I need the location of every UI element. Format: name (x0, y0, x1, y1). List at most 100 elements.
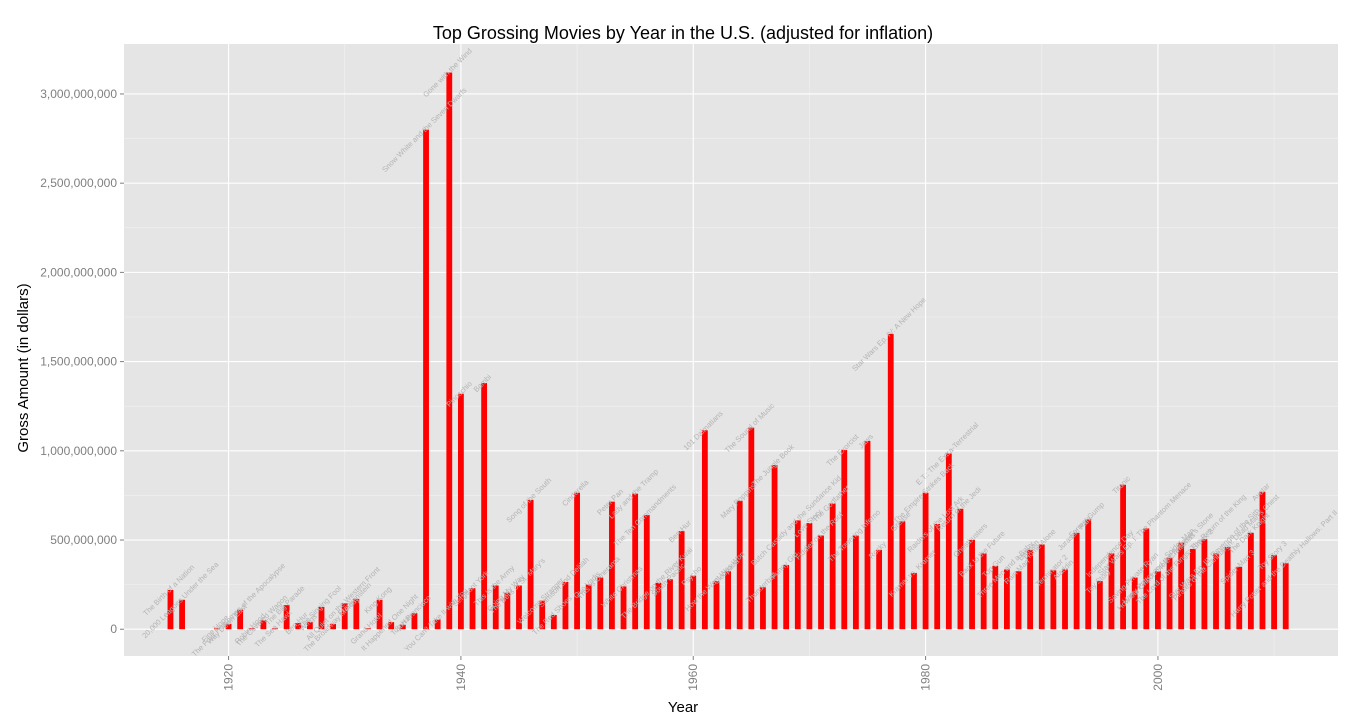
y-tick-label: 2,000,000,000 (40, 265, 117, 279)
bar (434, 619, 441, 630)
bar (376, 599, 383, 630)
bar (736, 500, 743, 630)
y-tick-label: 1,000,000,000 (40, 444, 117, 458)
bar (353, 598, 360, 630)
bar (1213, 553, 1219, 630)
x-tick-label: 1980 (919, 664, 933, 691)
bar (516, 585, 522, 630)
bar (1271, 555, 1278, 630)
bar (1259, 491, 1266, 630)
bar (1224, 547, 1231, 630)
bar (1201, 539, 1208, 630)
bar (876, 549, 883, 630)
bar (597, 577, 604, 630)
bar (283, 605, 290, 630)
x-tick-label: 1920 (222, 664, 236, 691)
x-axis-title: Year (668, 699, 698, 716)
bar (1108, 553, 1115, 630)
bar (539, 600, 546, 630)
bar (748, 427, 755, 630)
bar (1062, 569, 1068, 630)
bar (1282, 563, 1289, 630)
bar (330, 623, 337, 630)
bar (678, 531, 685, 630)
bar (237, 609, 244, 630)
bar (945, 453, 952, 630)
bar (260, 620, 267, 630)
y-tick-label: 0 (110, 622, 117, 636)
y-tick-label: 2,500,000,000 (40, 176, 117, 190)
bar (992, 565, 999, 630)
bar (701, 430, 708, 630)
bar (1236, 566, 1243, 630)
bar (760, 587, 766, 630)
bar (620, 586, 627, 630)
x-axis: 1920 1940 1960 1980 2000 (222, 656, 1165, 691)
bar (1143, 528, 1150, 630)
bar (957, 508, 964, 630)
bar (411, 613, 418, 630)
bar (922, 492, 929, 630)
y-tick-label: 1,500,000,000 (40, 355, 117, 369)
bar (818, 535, 824, 630)
bar (1073, 532, 1080, 630)
bar (643, 515, 650, 630)
bar (225, 623, 232, 630)
bar (725, 571, 731, 630)
bar (609, 501, 615, 630)
bar (504, 592, 511, 630)
bar (295, 622, 302, 630)
bar (585, 584, 592, 630)
bar (423, 129, 429, 630)
bar (306, 622, 313, 630)
bar (806, 523, 813, 630)
bar (771, 465, 778, 630)
bar (1178, 542, 1185, 630)
bar (852, 535, 859, 630)
bar (829, 503, 836, 630)
bar (1120, 484, 1126, 630)
bar (492, 585, 499, 630)
bar (527, 499, 534, 630)
bar (783, 565, 790, 630)
x-tick-label: 2000 (1151, 664, 1165, 691)
bar (179, 599, 185, 630)
bar (899, 521, 906, 630)
bar (481, 383, 488, 630)
bar (1050, 570, 1057, 630)
bar (167, 589, 174, 630)
bar (864, 440, 871, 630)
bar (318, 606, 325, 630)
bar (969, 540, 975, 630)
bar (457, 393, 464, 630)
bar (574, 492, 580, 630)
chart-title: Top Grossing Movies by Year in the U.S. … (433, 23, 933, 43)
y-tick-label: 500,000,000 (50, 533, 117, 547)
bar (388, 622, 395, 630)
bar (980, 553, 987, 630)
bar (1085, 519, 1092, 630)
bar (446, 72, 453, 630)
bars-layer (167, 72, 1289, 630)
plot-panel (124, 44, 1338, 656)
bar (667, 579, 673, 630)
bar (690, 575, 697, 630)
bar (562, 581, 569, 630)
bar (399, 624, 406, 630)
bar (272, 628, 278, 630)
y-tick-label: 3,000,000,000 (40, 87, 117, 101)
bar (655, 582, 662, 630)
bar (841, 449, 848, 630)
bar (469, 588, 476, 630)
bar (632, 493, 639, 630)
bar (1038, 544, 1045, 630)
bar (1166, 557, 1173, 630)
bar (1004, 569, 1010, 630)
bar (1131, 577, 1138, 630)
bar (1096, 581, 1103, 630)
bar (934, 523, 941, 630)
bar (1155, 571, 1161, 630)
bar (1027, 549, 1034, 630)
bar (550, 614, 557, 630)
